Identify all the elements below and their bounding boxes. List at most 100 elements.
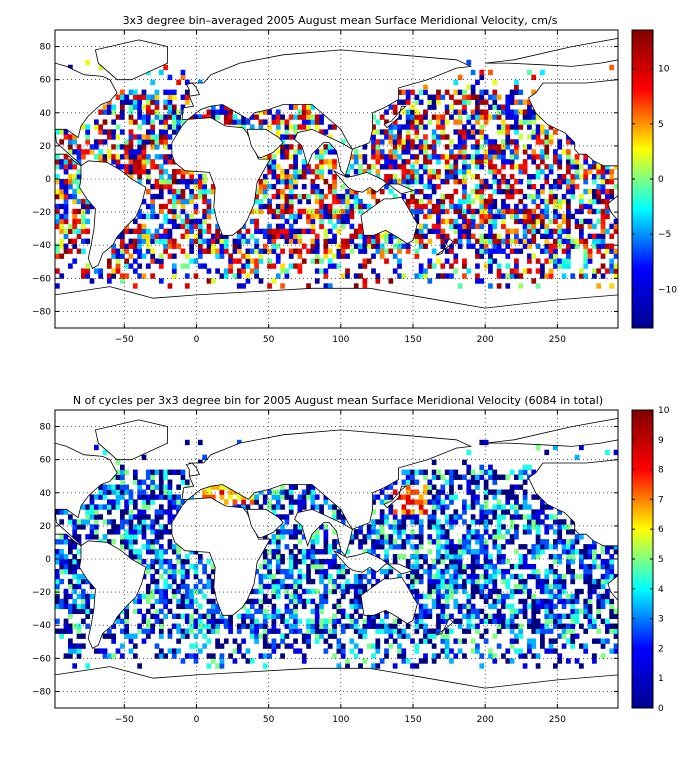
- data-cell: [202, 568, 207, 575]
- data-cell: [418, 144, 424, 150]
- data-cell: [462, 578, 467, 585]
- data-cell: [345, 268, 350, 274]
- data-cell: [102, 489, 108, 495]
- data-cell: [401, 164, 407, 170]
- data-cell: [271, 534, 277, 540]
- data-cell: [475, 238, 480, 244]
- data-cell: [306, 193, 311, 200]
- data-cell: [462, 519, 467, 525]
- data-cell: [431, 514, 437, 520]
- data-cell: [405, 509, 411, 515]
- data-cell: [397, 524, 402, 530]
- data-cell: [522, 233, 528, 239]
- data-cell: [470, 208, 476, 215]
- data-cell: [215, 603, 220, 610]
- data-cell: [262, 183, 268, 190]
- data-cell: [414, 253, 420, 259]
- data-cell: [466, 119, 472, 125]
- data-cell: [587, 233, 593, 239]
- data-cell: [262, 154, 268, 160]
- data-cell: [301, 119, 307, 125]
- data-cell: [59, 179, 65, 185]
- data-cell: [106, 509, 112, 515]
- data-cell: [587, 258, 593, 264]
- data-cell: [55, 539, 60, 545]
- data-cell: [189, 494, 194, 500]
- data-cell: [488, 69, 493, 76]
- data-cell: [115, 154, 121, 160]
- data-cell: [336, 643, 342, 649]
- data-cell: [384, 628, 389, 634]
- data-cell: [609, 598, 615, 605]
- data-cell: [423, 593, 428, 600]
- data-cell: [154, 613, 160, 619]
- data-cell: [527, 519, 532, 525]
- data-cell: [319, 119, 324, 125]
- data-cell: [418, 499, 424, 505]
- data-cell: [76, 154, 82, 160]
- data-cell: [544, 139, 550, 145]
- data-cell: [410, 89, 415, 95]
- data-cell: [522, 489, 528, 495]
- data-cell: [145, 119, 151, 125]
- data-cell: [470, 573, 476, 580]
- data-cell: [470, 534, 476, 540]
- data-cell: [561, 539, 567, 545]
- data-cell: [527, 154, 532, 160]
- data-cell: [154, 228, 160, 235]
- data-cell: [583, 258, 589, 264]
- data-cell: [427, 524, 433, 530]
- data-cell: [574, 183, 580, 190]
- data-cell: [496, 489, 502, 495]
- data-cell: [189, 653, 194, 659]
- data-cell: [483, 514, 489, 520]
- data-cell: [119, 99, 125, 105]
- coastline: [360, 576, 418, 625]
- data-cell: [436, 89, 441, 95]
- data-cell: [301, 193, 307, 200]
- data-cell: [436, 114, 441, 120]
- data-cell: [184, 439, 190, 446]
- data-cell: [444, 539, 450, 545]
- data-cell: [587, 554, 593, 560]
- data-cell: [258, 608, 264, 615]
- data-cell: [592, 233, 597, 239]
- data-cell: [262, 109, 268, 115]
- data-cell: [323, 144, 329, 150]
- data-cell: [371, 499, 376, 505]
- data-cell: [496, 514, 502, 520]
- data-cell: [488, 534, 493, 540]
- data-cell: [592, 179, 597, 185]
- data-cell: [501, 198, 506, 205]
- data-cell: [405, 149, 411, 155]
- data-cell: [319, 603, 324, 610]
- data-cell: [115, 124, 121, 130]
- data-cell: [167, 469, 173, 475]
- data-cell: [483, 439, 489, 446]
- data-cell: [553, 243, 558, 249]
- data-cell: [154, 519, 160, 525]
- data-cell: [583, 573, 589, 580]
- data-cell: [466, 524, 472, 530]
- data-cell: [258, 598, 264, 605]
- data-cell: [310, 223, 316, 230]
- data-cell: [466, 193, 472, 200]
- data-cell: [275, 193, 281, 200]
- data-cell: [535, 114, 541, 120]
- data-cell: [514, 583, 519, 590]
- data-cell: [392, 509, 398, 515]
- data-cell: [102, 484, 108, 490]
- data-cell: [371, 519, 376, 525]
- data-cell: [392, 623, 398, 629]
- data-cell: [98, 273, 104, 279]
- data-cell: [557, 539, 563, 545]
- data-cell: [349, 583, 355, 590]
- data-cell: [67, 578, 73, 585]
- data-cell: [596, 638, 602, 644]
- data-cell: [436, 474, 441, 480]
- data-cell: [67, 638, 73, 644]
- data-cell: [596, 208, 602, 215]
- data-cell: [548, 139, 554, 145]
- data-cell: [145, 174, 151, 180]
- data-cell: [228, 618, 233, 624]
